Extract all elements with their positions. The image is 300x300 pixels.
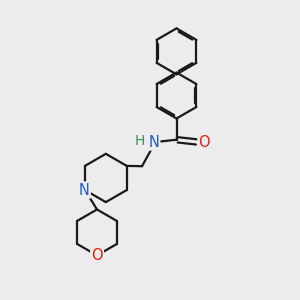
Text: N: N: [79, 182, 90, 197]
Text: O: O: [198, 134, 210, 149]
Text: N: N: [148, 134, 159, 149]
Text: O: O: [91, 248, 103, 263]
Text: H: H: [135, 134, 145, 148]
